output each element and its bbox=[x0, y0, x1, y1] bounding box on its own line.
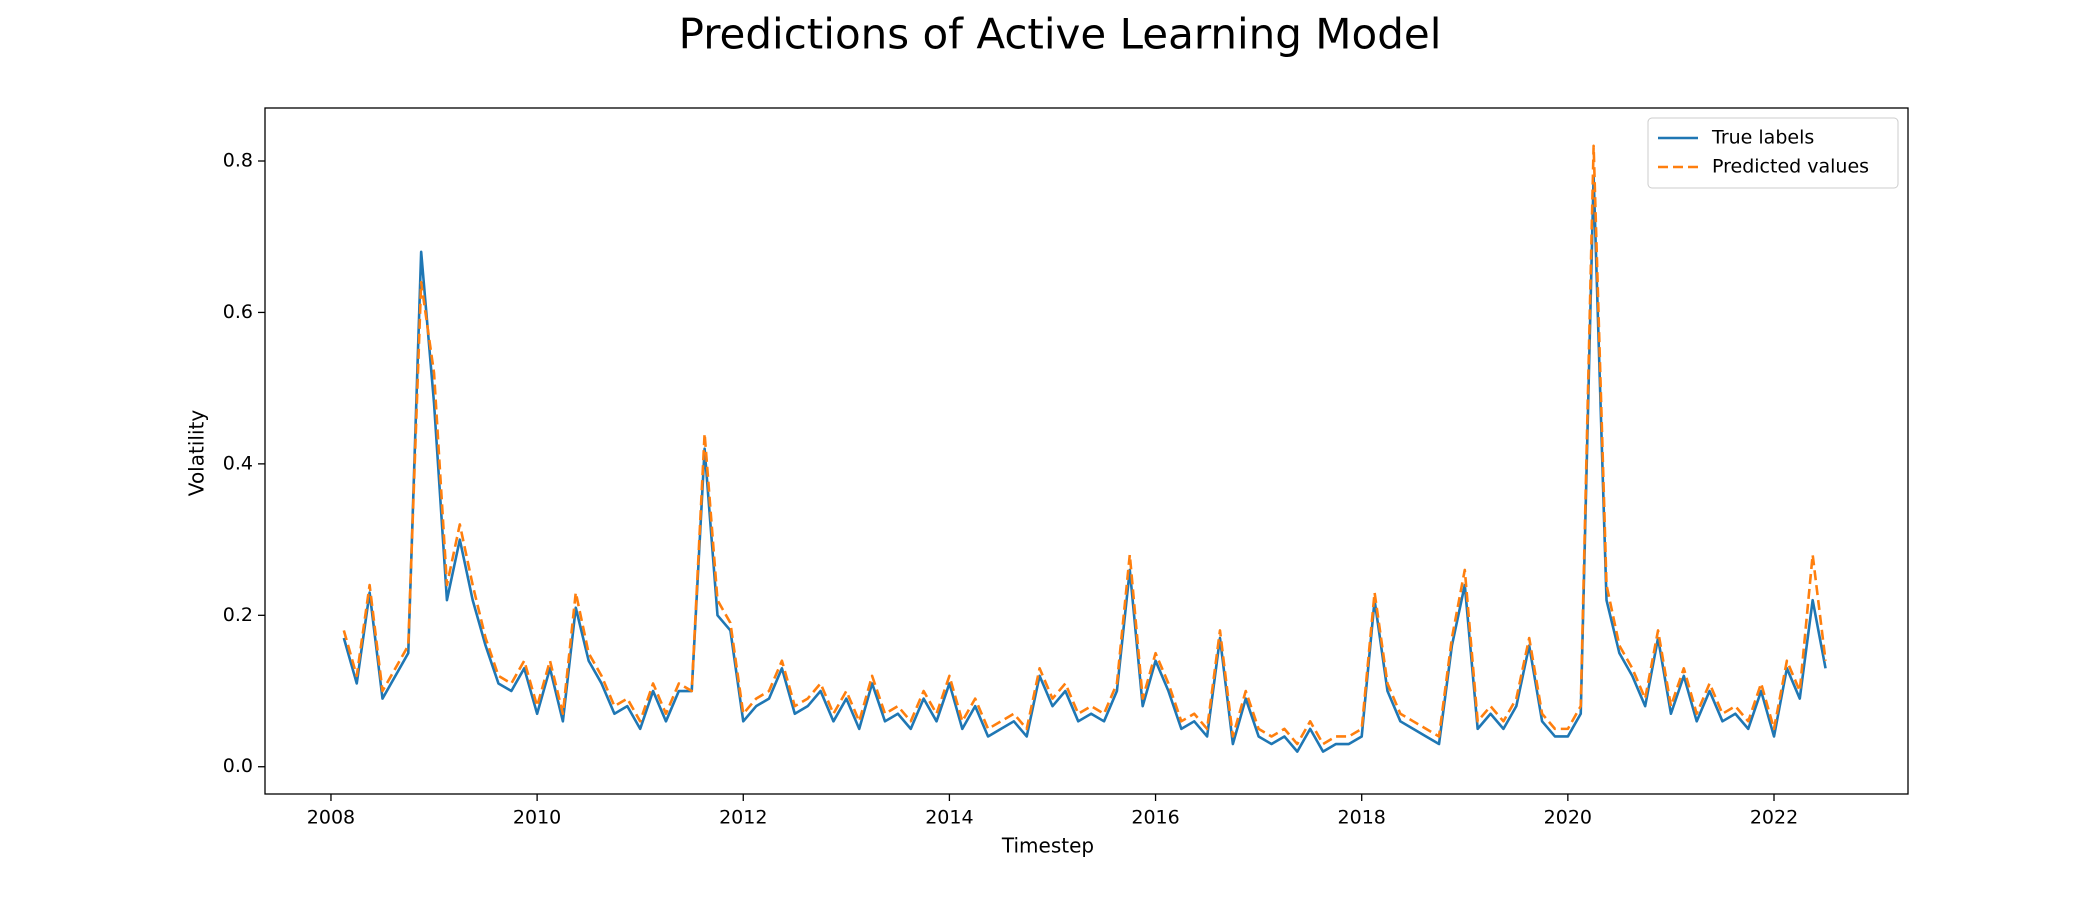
series-line bbox=[342, 174, 1827, 753]
y-tick-label: 0.0 bbox=[223, 755, 253, 777]
y-tick-label: 0.8 bbox=[223, 150, 253, 172]
y-tick-label: 0.4 bbox=[223, 452, 253, 474]
x-tick-label: 2016 bbox=[1131, 807, 1179, 829]
y-axis-label: Volatility bbox=[185, 410, 209, 497]
x-tick-label: 2014 bbox=[925, 807, 973, 829]
legend-label: True labels bbox=[1711, 127, 1814, 149]
x-tick-label: 2010 bbox=[513, 807, 561, 829]
legend-label: Predicted values bbox=[1712, 156, 1869, 178]
series-line bbox=[342, 144, 1827, 746]
x-tick-label: 2012 bbox=[719, 807, 767, 829]
plot-frame bbox=[264, 107, 1909, 795]
x-axis-label: Timestep bbox=[1001, 834, 1094, 858]
legend-box bbox=[1647, 117, 1899, 189]
x-tick-label: 2018 bbox=[1338, 807, 1386, 829]
y-tick-label: 0.2 bbox=[223, 604, 253, 626]
legend: True labels Predicted values bbox=[1647, 117, 1899, 189]
x-tick-label: 2008 bbox=[307, 807, 355, 829]
x-tick-label: 2020 bbox=[1544, 807, 1592, 829]
chart-title: Predictions of Active Learning Model bbox=[679, 10, 1442, 59]
x-tick-label: 2022 bbox=[1750, 807, 1798, 829]
y-tick-label: 0.6 bbox=[223, 301, 253, 323]
